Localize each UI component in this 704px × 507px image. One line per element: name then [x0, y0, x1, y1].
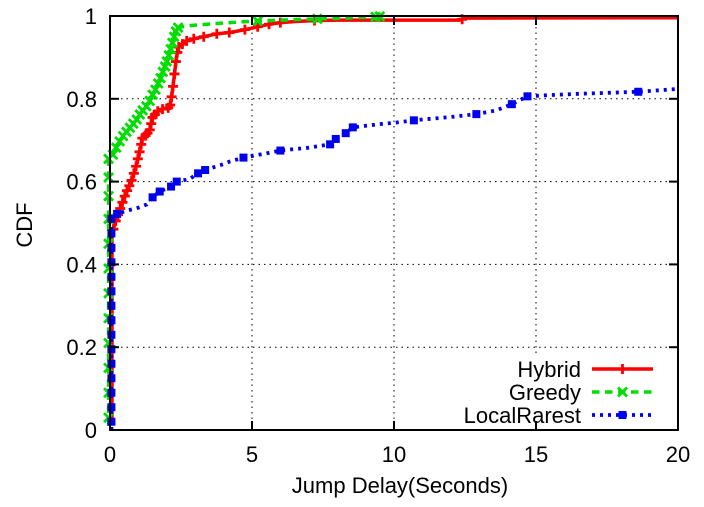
marker-plus — [126, 175, 137, 186]
marker-square — [155, 187, 164, 196]
axes-frame — [109, 15, 679, 431]
marker-cross — [149, 84, 161, 96]
y-tick-label: 0.4 — [66, 252, 97, 277]
marker-square — [523, 92, 532, 101]
legend-label: Hybrid — [517, 357, 581, 382]
marker-square — [331, 134, 340, 143]
marker-plus — [224, 27, 235, 38]
marker-plus — [181, 35, 192, 46]
y-axis-title: CDF — [12, 202, 37, 247]
legend-background — [455, 354, 667, 425]
marker-cross — [110, 142, 122, 154]
marker-plus — [168, 81, 179, 92]
marker-square — [107, 243, 116, 252]
marker-cross — [155, 72, 167, 84]
data-series — [103, 10, 679, 430]
legend-backdrop — [455, 354, 667, 425]
marker-square — [507, 100, 516, 109]
marker-square — [107, 301, 116, 310]
marker-square — [107, 359, 116, 368]
y-tick-label: 0 — [85, 418, 97, 443]
x-tick-label: 20 — [666, 442, 690, 467]
x-tick-label: 15 — [524, 442, 548, 467]
marker-square — [201, 166, 210, 175]
x-tick-label: 5 — [246, 442, 258, 467]
series-greedy — [103, 10, 386, 426]
marker-plus — [198, 31, 209, 42]
marker-plus — [128, 168, 139, 179]
x-axis-title: Jump Delay(Seconds) — [292, 473, 508, 498]
legend-label: LocalRarest — [464, 403, 581, 428]
legend-item-hybrid: Hybrid — [517, 357, 653, 382]
tick-labels: 0 5 10 15 20 0 0.2 0.4 0.6 0.8 1 — [66, 4, 690, 467]
marker-square — [194, 169, 203, 178]
marker-square — [634, 87, 643, 96]
marker-square — [239, 153, 248, 162]
marker-square — [472, 110, 481, 119]
legend-item-localrarest: LocalRarest — [464, 403, 653, 428]
marker-cross — [103, 171, 115, 183]
legend-item-greedy: Greedy — [509, 380, 653, 405]
y-tick-label: 0.8 — [66, 87, 97, 112]
grid-lines — [110, 16, 678, 430]
marker-square — [276, 146, 285, 155]
y-tick-label: 0.2 — [66, 335, 97, 360]
marker-plus — [146, 118, 157, 129]
marker-cross — [144, 95, 156, 107]
marker-square — [409, 116, 418, 125]
marker-square — [107, 214, 116, 223]
marker-square — [167, 182, 176, 191]
marker-plus — [165, 100, 176, 111]
x-tick-label: 10 — [382, 442, 406, 467]
marker-plus — [119, 191, 130, 202]
marker-plus — [275, 17, 286, 28]
marker-plus — [252, 21, 263, 32]
marker-square — [107, 287, 116, 296]
marker-plus — [166, 91, 177, 102]
legend-label: Greedy — [509, 380, 581, 405]
marker-square — [107, 330, 116, 339]
marker-square — [172, 177, 181, 186]
marker-square — [107, 229, 116, 238]
marker-plus — [617, 364, 628, 374]
series-localrarest — [107, 87, 679, 430]
marker-square — [113, 209, 122, 218]
marker-plus — [170, 56, 181, 67]
series-hybrid — [108, 14, 679, 422]
marker-square — [107, 403, 116, 412]
marker-plus — [188, 33, 199, 44]
marker-plus — [239, 24, 250, 35]
y-tick-label: 0.6 — [66, 170, 97, 195]
marker-cross — [252, 15, 264, 27]
marker-cross — [172, 22, 184, 34]
marker-plus — [117, 197, 128, 208]
marker-square — [107, 345, 116, 354]
marker-cross — [103, 190, 115, 202]
x-tick-label: 0 — [104, 442, 116, 467]
marker-square — [341, 129, 350, 138]
marker-square — [148, 193, 157, 202]
marker-square — [107, 316, 116, 325]
marker-plus — [211, 28, 222, 39]
marker-plus — [124, 180, 135, 191]
marker-plus — [131, 161, 142, 172]
marker-plus — [144, 124, 155, 135]
series-line-greedy — [106, 14, 380, 426]
marker-square — [107, 374, 116, 383]
y-tick-label: 1 — [85, 4, 97, 29]
marker-plus — [132, 153, 143, 164]
marker-cross — [617, 386, 628, 398]
marker-square — [107, 417, 116, 426]
marker-square — [618, 411, 627, 419]
marker-plus — [134, 146, 145, 157]
marker-square — [326, 140, 335, 149]
marker-square — [107, 388, 116, 397]
marker-square — [107, 258, 116, 267]
marker-square — [107, 272, 116, 281]
marker-square — [348, 123, 357, 132]
marker-plus — [169, 68, 180, 79]
